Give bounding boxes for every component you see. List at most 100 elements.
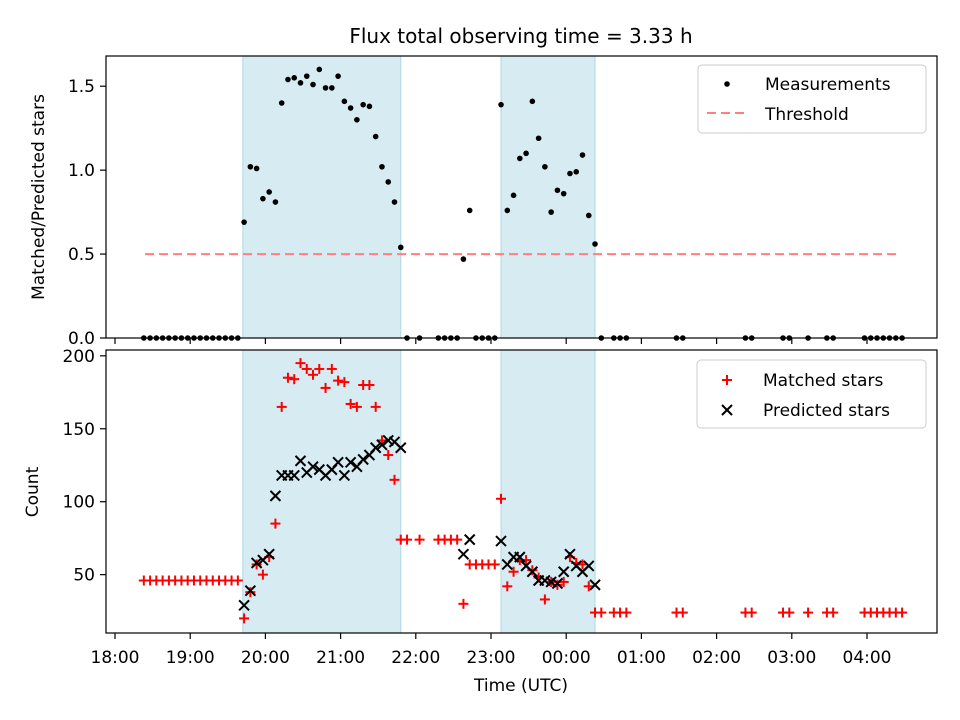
y-axis-ticks: 50 100 150 200 — [63, 347, 106, 586]
matched-star-point — [326, 363, 337, 374]
legend: Measurements Threshold — [697, 64, 927, 134]
matched-star-point — [496, 493, 507, 504]
matched-star-point — [301, 363, 312, 374]
matched-star-point — [295, 358, 306, 369]
measurement-point — [460, 256, 467, 262]
measurement-point — [297, 80, 304, 86]
x-tick-label: 18:00 — [91, 648, 140, 668]
measurement-point — [341, 98, 348, 105]
measurement-point — [579, 152, 586, 158]
legend-label-threshold: Threshold — [764, 105, 849, 125]
predicted-star-point — [357, 453, 369, 466]
measurement-point — [535, 135, 542, 142]
cross-stroke — [250, 557, 263, 569]
predicted-star-point — [495, 535, 507, 547]
measurement-point — [278, 100, 285, 106]
measurement-point — [335, 73, 341, 79]
y-tick-label: 150 — [63, 420, 95, 440]
cross-stroke — [269, 490, 282, 502]
x-tick-label: 02:00 — [692, 648, 741, 668]
predicted-star-point — [395, 442, 407, 454]
legend-label-matched: Matched stars — [763, 371, 883, 391]
measurement-point — [241, 219, 247, 225]
measurement-point — [372, 133, 379, 140]
cross-stroke — [520, 560, 532, 572]
matched-star-point — [402, 534, 413, 545]
cross-stroke — [294, 455, 307, 467]
measurement-point — [347, 105, 354, 111]
matched-star-point — [596, 607, 607, 618]
y-tick-label: 0.0 — [68, 329, 95, 349]
cross-stroke — [557, 566, 570, 578]
matched-star-point — [558, 576, 569, 587]
cross-stroke — [307, 460, 319, 473]
cross-stroke — [463, 533, 476, 546]
cross-stroke — [244, 584, 257, 597]
y-tick-label: 0.5 — [68, 245, 95, 265]
predicted-star-point — [514, 551, 526, 563]
measurement-point — [272, 199, 279, 205]
measurement-point — [498, 101, 504, 108]
cross-stroke — [338, 469, 351, 482]
measurement-point — [385, 179, 392, 185]
cross-stroke — [288, 469, 300, 482]
matched-star-point — [239, 613, 250, 624]
matched-star-point — [508, 566, 519, 577]
predicted-star-point — [583, 560, 595, 572]
cross-stroke — [376, 439, 388, 451]
matched-star-point — [364, 380, 375, 391]
cross-stroke — [388, 436, 401, 448]
matched-star-point — [746, 607, 757, 618]
matched-star-point — [803, 607, 814, 618]
matched-star-point — [232, 575, 243, 586]
legend-box — [696, 359, 927, 429]
predicted-star-point — [288, 469, 300, 482]
measurement-point — [316, 66, 323, 73]
cross-stroke — [583, 560, 595, 572]
measurement-point — [585, 212, 592, 219]
cross-stroke — [564, 548, 576, 560]
y-axis-label: Matched/Predicted stars — [29, 94, 49, 300]
measurement-point — [529, 98, 536, 105]
ratio-panel: 0.0 0.5 1.0 1.5 Matched/Predicted stars Mea… — [29, 55, 938, 349]
cross-stroke — [382, 434, 394, 447]
predicted-star-point — [369, 442, 382, 454]
y-tick-label: 100 — [63, 493, 95, 513]
measurement-point — [517, 155, 523, 162]
cross-stroke — [721, 404, 733, 416]
measurement-point — [504, 207, 511, 214]
measurement-point — [567, 170, 573, 177]
predicted-star-point — [244, 584, 257, 597]
matched-star-point — [577, 559, 588, 570]
predicted-star-point — [589, 579, 601, 591]
observing-interval-band — [242, 349, 402, 634]
matched-star-point — [677, 607, 688, 618]
chart-title: Flux total observing time = 3.33 h — [349, 24, 692, 48]
count-panel: 18:00 19:00 20:00 21:00 22:00 23:00 00:00 01:00… — [23, 347, 938, 696]
predicted-star-point — [551, 577, 564, 590]
cross-stroke — [369, 442, 382, 454]
matched-star-point — [351, 401, 362, 412]
plot-frame — [105, 55, 938, 339]
predicted-star-point — [294, 455, 307, 467]
legend-label-measurements: Measurements — [765, 75, 891, 95]
cross-stroke — [238, 599, 250, 611]
predicted-star-point — [238, 599, 250, 611]
predicted-star-point — [307, 460, 319, 473]
cross-stroke — [457, 548, 470, 560]
x-tick-label: 01:00 — [617, 648, 666, 668]
observing-interval-band — [500, 349, 596, 634]
predicted-star-point — [263, 548, 275, 560]
matched-star-point — [527, 565, 538, 576]
matched-star-point — [320, 382, 331, 393]
predicted-star-point — [557, 566, 570, 578]
predicted-star-point — [250, 557, 263, 569]
matched-star-point — [414, 534, 425, 545]
matched-star-point — [502, 581, 513, 592]
cross-stroke — [526, 566, 539, 578]
cross-stroke — [570, 560, 582, 572]
measurement-point — [260, 195, 266, 202]
measurement-point — [322, 85, 329, 91]
matched-star-point — [489, 559, 500, 570]
measurement-point — [266, 189, 272, 195]
